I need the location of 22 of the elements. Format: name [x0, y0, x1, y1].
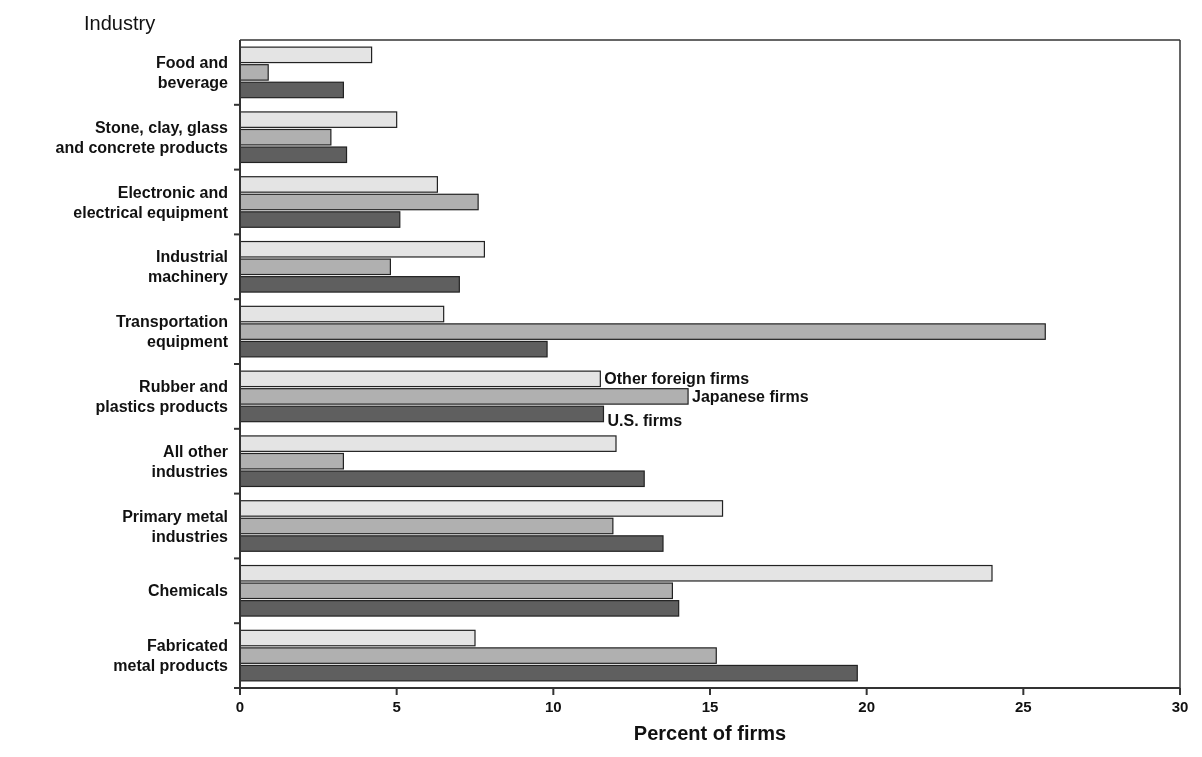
series-label: Japanese firms [692, 387, 809, 405]
y-tick-label: Transportation equipment [115, 313, 229, 351]
x-axis-title: Percent of firms [633, 722, 787, 744]
x-tick-label: 10 [544, 698, 562, 715]
x-tick-label: 0 [235, 698, 245, 715]
y-tick-label: Chemicals [147, 582, 229, 600]
y-tick-label: Industrial machinery [147, 248, 229, 286]
x-tick-label: 15 [701, 698, 719, 715]
y-tick-label: Food and beverage [156, 54, 229, 91]
y-tick-label: Fabricated metal products [113, 637, 229, 675]
y-tick-label: Electronic and electrical equipment [73, 183, 229, 221]
y-axis-title: Industry [84, 12, 156, 34]
x-tick-label: 5 [392, 698, 401, 715]
y-tick-label: Stone, clay, glass and concrete products [55, 118, 229, 156]
x-tick-label: 20 [858, 698, 876, 715]
y-tick-label: All other industries [151, 442, 229, 480]
series-label: Other foreign firms [604, 370, 750, 388]
series-label: U.S. firms [607, 412, 683, 430]
x-tick-label: 25 [1014, 698, 1032, 715]
y-tick-label: Primary metal industries [122, 507, 229, 545]
x-tick-label: 30 [1171, 698, 1189, 715]
y-tick-label: Rubber and plastics products [95, 378, 229, 415]
